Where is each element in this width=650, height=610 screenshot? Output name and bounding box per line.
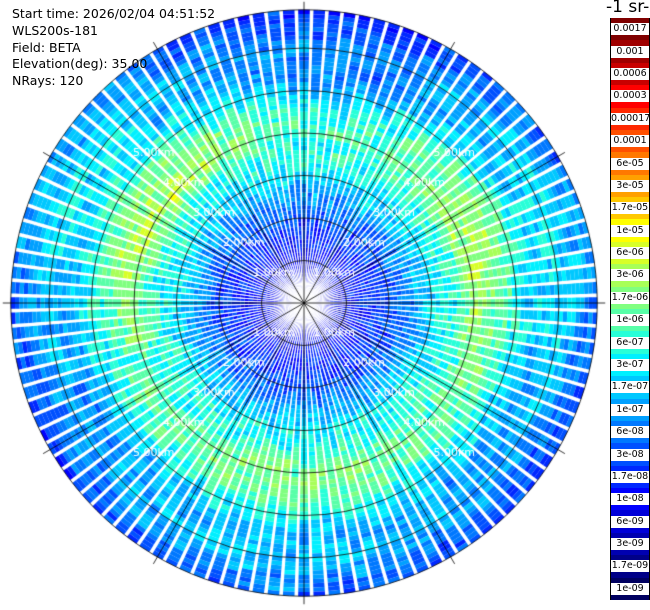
colorbar-tick-label: 3e-08 <box>611 448 649 461</box>
colorbar-tick-label: 6e-05 <box>611 157 649 170</box>
nrays: NRays: 120 <box>12 73 84 89</box>
colorbar-tick-label: 1e-09 <box>611 582 649 595</box>
colorbar-tick-label: 0.0017 <box>611 23 649 36</box>
colorbar-tick-label: 1.7e-09 <box>611 560 649 573</box>
colorbar-tick-label: 1.7e-05 <box>611 202 649 215</box>
colorbar-tick-label: 1e-07 <box>611 403 649 416</box>
colorbar-tick-label: 1e-05 <box>611 224 649 237</box>
colorbar-tick-label: 1e-06 <box>611 314 649 327</box>
colorbar-tick-label: 6e-06 <box>611 247 649 260</box>
colorbar-tick-label: 3e-05 <box>611 179 649 192</box>
field-name: Field: BETA <box>12 39 81 55</box>
colorbar-tick-label: 1.7e-06 <box>611 291 649 304</box>
colorbar-tick-label: 0.0001 <box>611 135 649 148</box>
colorbar-tick-label: 0.0003 <box>611 90 649 103</box>
colorbar-tick-label: 0.001 <box>611 45 649 58</box>
scan-info: Start time: 2026/02/04 04:51:52 WLS200s-… <box>12 6 215 90</box>
colorbar-units: -1 sr- <box>606 0 650 17</box>
colorbar-tick-label: 0.00017 <box>611 112 650 125</box>
colorbar-tick-label: 1.7e-07 <box>611 381 649 394</box>
colorbar-tick-label: 6e-08 <box>611 426 649 439</box>
colorbar-tick-label: 3e-09 <box>611 538 649 551</box>
colorbar: 0.0017 0.001 0.0006 0.0003 0.00017 0.0001 6e-0… <box>610 18 650 601</box>
start-time: Start time: 2026/02/04 04:51:52 <box>12 6 216 21</box>
colorbar-tick-label: 0.0006 <box>611 67 649 80</box>
elevation: Elevation(deg): 35.00 <box>12 56 148 72</box>
colorbar-tick-label: 6e-09 <box>611 515 649 528</box>
colorbar-tick-label: 3e-06 <box>611 269 649 282</box>
instrument-name: WLS200s-181 <box>12 22 98 38</box>
colorbar-tick-label: 1e-08 <box>611 493 649 506</box>
colorbar-tick-label: 6e-07 <box>611 336 649 349</box>
colorbar-tick-label: 1.7e-08 <box>611 470 649 483</box>
colorbar-tick-label: 3e-07 <box>611 358 649 371</box>
